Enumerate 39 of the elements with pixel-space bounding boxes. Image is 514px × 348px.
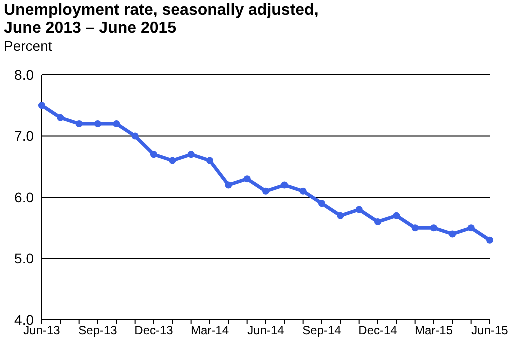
point [169, 157, 176, 164]
point [225, 182, 232, 189]
point [76, 120, 83, 128]
point [486, 236, 494, 244]
point [300, 188, 307, 195]
point [356, 206, 363, 214]
point [57, 114, 64, 122]
point [188, 151, 195, 158]
x-tick-label: Sep-13 [78, 324, 118, 338]
y-tick-label: 5.0 [14, 250, 34, 267]
x-tick-label: Jun-14 [248, 324, 285, 338]
x-tick-label: Mar-15 [414, 324, 454, 338]
y-axis-title: Percent [4, 38, 52, 54]
point [262, 188, 270, 195]
x-tick-label: Dec-13 [134, 324, 174, 338]
y-tick-label: 8.0 [14, 66, 34, 83]
point [113, 120, 120, 128]
point [393, 212, 400, 220]
chart-title: Unemployment rate, seasonally adjusted, June 2013 – June 2015 [4, 2, 319, 38]
point [374, 218, 382, 226]
y-tick-label: 7.0 [14, 128, 34, 144]
point [412, 224, 419, 232]
point [337, 212, 344, 220]
point [94, 120, 102, 128]
point [244, 176, 251, 183]
point [281, 182, 288, 189]
x-tick-label: Sep-14 [302, 324, 342, 338]
point [132, 132, 139, 140]
point [150, 151, 158, 158]
x-tick-label: Dec-14 [358, 324, 398, 338]
point [468, 224, 475, 232]
x-tick-label: Jun-15 [472, 324, 509, 338]
point [430, 224, 438, 232]
y-tick-label: 6.0 [14, 189, 34, 206]
point [38, 102, 46, 110]
point [449, 230, 456, 238]
point [318, 200, 326, 208]
point [206, 157, 214, 164]
x-tick-label: Mar-14 [190, 324, 230, 338]
